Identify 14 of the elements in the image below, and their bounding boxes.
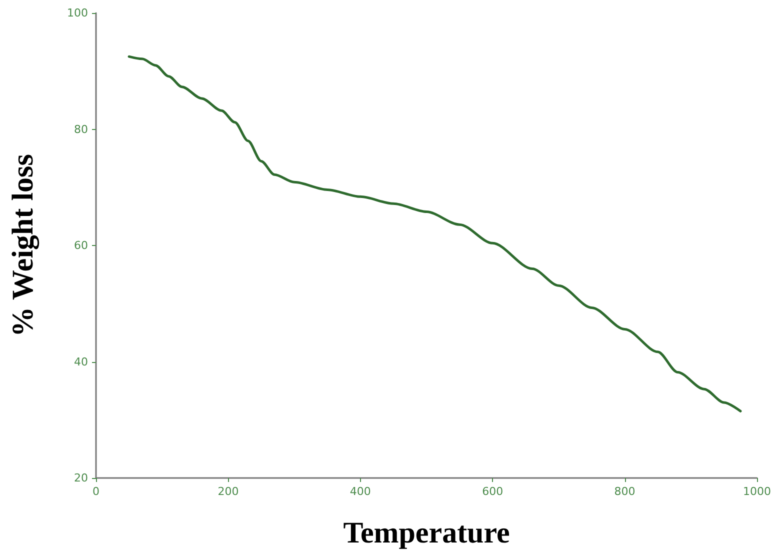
x-axis-title: Temperature — [343, 516, 510, 550]
x-tick-label: 800 — [614, 485, 636, 498]
y-tick-label: 60 — [74, 239, 88, 252]
y-tick-label: 20 — [74, 472, 88, 484]
line-series — [128, 55, 742, 412]
y-tick-label: 100 — [67, 6, 88, 20]
x-tick-label: 0 — [92, 485, 100, 498]
y-tick-label: 80 — [74, 122, 88, 136]
x-tick-label: 1000 — [743, 485, 772, 498]
y-axis-title: % Weight loss — [6, 154, 40, 337]
x-tick-label: 400 — [350, 485, 371, 498]
y-tick-label: 40 — [74, 355, 88, 368]
x-tick-label: 600 — [482, 485, 504, 498]
x-tick-label: 200 — [218, 485, 239, 498]
